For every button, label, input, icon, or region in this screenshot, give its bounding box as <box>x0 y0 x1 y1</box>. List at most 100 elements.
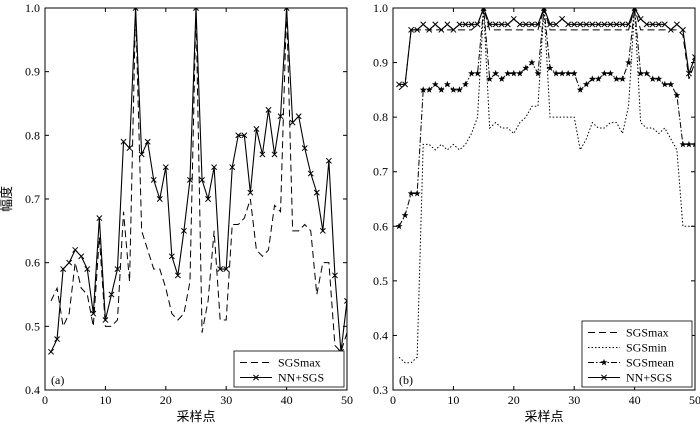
data-point <box>595 21 602 28</box>
data-point <box>344 297 347 304</box>
data-point <box>559 15 566 22</box>
data-point <box>419 86 427 93</box>
data-point <box>199 176 205 183</box>
data-point <box>637 15 644 22</box>
data-point <box>498 21 505 28</box>
legend-label: NN+SGS <box>278 371 324 385</box>
data-point <box>516 69 524 77</box>
legend-marker <box>253 374 259 381</box>
data-point <box>187 176 193 183</box>
data-point <box>528 58 536 66</box>
y-tick-label: 0.6 <box>25 256 40 270</box>
data-point <box>691 140 695 148</box>
data-point <box>667 26 674 33</box>
data-point <box>247 189 254 196</box>
plot-frame <box>44 7 348 391</box>
data-point <box>60 266 67 272</box>
data-point <box>162 164 169 171</box>
legend-marker <box>601 374 607 381</box>
data-point <box>108 291 115 298</box>
data-point <box>174 272 181 279</box>
data-point <box>679 140 687 148</box>
x-axis-label: 采样点 <box>176 409 215 424</box>
series-SGSmax <box>50 8 347 353</box>
data-point <box>522 64 530 71</box>
data-point <box>229 164 236 171</box>
series-line-SGSmean <box>398 8 695 227</box>
y-tick-label: 0.5 <box>373 274 388 288</box>
data-point <box>558 69 566 77</box>
data-point <box>193 8 199 11</box>
data-point <box>325 157 332 164</box>
data-point <box>438 26 445 33</box>
data-point <box>625 21 632 28</box>
data-point <box>631 8 638 11</box>
data-point <box>48 348 54 355</box>
data-point <box>577 21 584 28</box>
x-axis-label: 采样点 <box>524 409 563 424</box>
data-point <box>474 21 481 28</box>
data-point <box>541 8 547 11</box>
data-point <box>462 80 469 88</box>
y-tick-label: 0.4 <box>373 328 388 342</box>
x-tick-label: 40 <box>629 393 641 407</box>
data-point <box>407 189 415 197</box>
data-point <box>474 69 481 77</box>
data-point <box>96 215 103 222</box>
data-point <box>395 222 403 230</box>
data-point <box>102 317 109 323</box>
series-SGSmean <box>395 8 695 230</box>
data-point <box>504 69 512 77</box>
data-point <box>313 189 320 196</box>
data-point <box>655 21 662 28</box>
data-point <box>437 86 445 93</box>
y-tick-label: 0.3 <box>373 383 388 397</box>
panel-label: (b) <box>399 373 413 387</box>
y-tick-label: 0.9 <box>25 65 40 79</box>
x-tick-label: 30 <box>568 393 580 407</box>
legend-label: SGSmax <box>278 356 321 370</box>
panel-a: 0 10 20 30 40 50 0.4 0.5 0.6 0.7 0.8 0.9 1.0 采样点 幅度 SGS… <box>0 1 353 424</box>
data-point <box>301 145 308 152</box>
data-point <box>54 336 61 343</box>
data-point <box>619 21 626 28</box>
y-tick-label: 0.9 <box>373 56 388 70</box>
data-point <box>643 21 650 28</box>
series-NN+SGS <box>396 8 695 88</box>
data-point <box>667 80 675 88</box>
data-point <box>504 21 511 28</box>
data-point <box>510 15 517 22</box>
data-point <box>655 75 663 82</box>
x-tick-label: 0 <box>390 393 396 407</box>
data-point <box>553 21 560 28</box>
series-line-SGSmax <box>50 8 347 353</box>
x-tick-label: 10 <box>447 393 459 407</box>
series-NN+SGS <box>48 8 347 355</box>
data-point <box>402 81 409 88</box>
y-tick-label: 1.0 <box>25 1 40 15</box>
data-point <box>673 21 680 28</box>
data-point <box>534 69 542 77</box>
y-tick-label: 0.7 <box>373 165 388 179</box>
data-point <box>673 91 681 99</box>
data-point <box>528 21 535 28</box>
y-axis-label: 幅度 <box>0 186 14 212</box>
data-point <box>589 21 596 28</box>
data-point <box>450 26 457 33</box>
data-point <box>223 266 230 272</box>
data-point <box>211 164 218 171</box>
data-point <box>468 69 475 77</box>
data-point <box>679 26 686 33</box>
data-point <box>456 86 463 93</box>
data-point <box>431 80 439 88</box>
data-point <box>283 8 290 11</box>
data-point <box>432 21 439 28</box>
data-point <box>401 211 409 219</box>
x-tick-label: 20 <box>160 393 172 407</box>
data-point <box>570 69 578 77</box>
data-point <box>120 138 127 145</box>
data-point <box>235 132 242 139</box>
data-point <box>492 69 500 77</box>
x-tick-label: 50 <box>341 393 353 407</box>
data-point <box>205 196 212 202</box>
